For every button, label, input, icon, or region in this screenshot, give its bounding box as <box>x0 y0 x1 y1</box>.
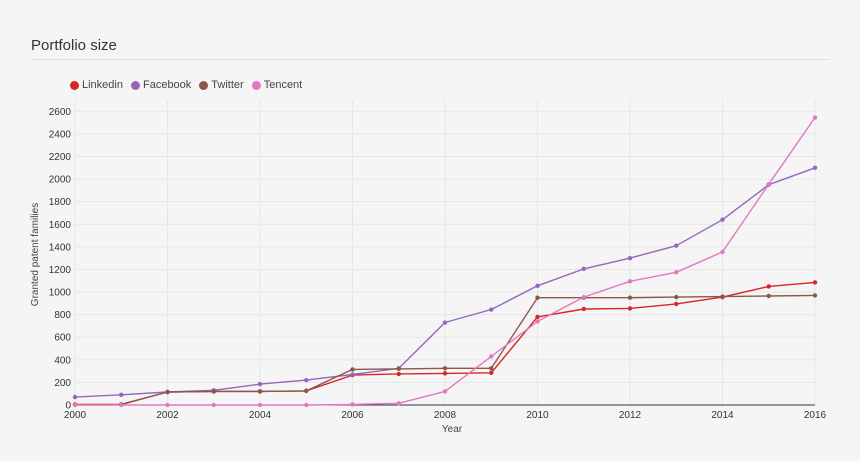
data-point-twitter <box>535 295 540 300</box>
data-point-linkedin <box>442 371 448 376</box>
y-tick-label: 1000 <box>49 288 72 299</box>
data-point-twitter <box>812 293 818 298</box>
legend-label: Linkedin <box>82 79 123 91</box>
gridlines <box>74 100 816 406</box>
legend-item-tencent[interactable]: Tencent <box>251 79 303 91</box>
series-points <box>72 115 818 408</box>
data-point-tencent <box>211 402 216 408</box>
data-point-twitter <box>165 389 170 395</box>
legend-label: Tencent <box>263 79 303 91</box>
y-tick-label: 400 <box>54 355 71 366</box>
data-point-tencent <box>720 249 725 255</box>
legend-item-linkedin[interactable]: Linkedin <box>70 79 123 91</box>
data-point-linkedin <box>812 280 818 285</box>
y-tick-label: 2600 <box>49 107 72 118</box>
data-point-tencent <box>535 319 540 324</box>
y-tick-label: 0 <box>65 401 71 412</box>
data-point-facebook <box>442 320 448 325</box>
x-tick-label: 2016 <box>804 410 827 421</box>
x-tick-label: 2002 <box>156 410 179 421</box>
y-tick-label: 600 <box>54 333 71 344</box>
data-point-facebook <box>257 381 263 387</box>
data-point-facebook <box>535 283 540 289</box>
legend-item-facebook[interactable]: Facebook <box>130 79 192 91</box>
data-point-facebook <box>674 243 679 248</box>
y-tick-label: 1600 <box>49 220 72 231</box>
legend-dot-icon <box>199 80 209 90</box>
data-point-linkedin <box>535 314 540 320</box>
y-tick-label: 800 <box>54 310 71 321</box>
data-point-facebook <box>581 266 586 272</box>
y-axis-title: Granted patent families <box>30 203 41 306</box>
data-point-facebook <box>304 377 309 383</box>
data-point-twitter <box>350 367 355 372</box>
legend-dot-icon <box>251 80 261 90</box>
legend-dot-icon <box>70 80 79 90</box>
data-point-twitter <box>674 294 679 300</box>
x-tick-label: 2000 <box>64 410 87 421</box>
data-point-twitter <box>766 293 771 299</box>
data-point-tencent <box>257 402 263 408</box>
data-point-tencent <box>812 115 818 120</box>
data-point-facebook <box>489 307 494 312</box>
data-point-twitter <box>442 366 448 371</box>
data-point-tencent <box>72 402 78 408</box>
x-tick-label: 2004 <box>249 410 272 421</box>
y-tick-label: 2400 <box>49 129 72 140</box>
y-tick-label: 1400 <box>49 242 72 253</box>
data-point-facebook <box>720 217 725 222</box>
data-point-twitter <box>489 366 494 371</box>
y-tick-label: 200 <box>54 378 71 389</box>
data-point-facebook <box>72 394 78 400</box>
legend-item-twitter[interactable]: Twitter <box>199 79 244 91</box>
data-point-tencent <box>396 401 401 406</box>
y-tick-label: 1800 <box>49 197 72 208</box>
data-point-linkedin <box>581 306 586 312</box>
data-point-linkedin <box>627 306 633 311</box>
legend-label: Facebook <box>142 79 192 91</box>
x-tick-label: 2012 <box>619 410 642 421</box>
x-tick-label: 2014 <box>711 410 734 421</box>
data-point-facebook <box>119 392 124 398</box>
data-point-tencent <box>581 294 586 300</box>
data-point-tencent <box>442 389 448 394</box>
data-point-twitter <box>304 388 309 394</box>
data-point-twitter <box>257 389 263 394</box>
panel-title: Portfolio size <box>31 37 117 54</box>
data-point-tencent <box>489 354 494 359</box>
data-point-tencent <box>304 402 309 408</box>
data-point-linkedin <box>489 370 494 376</box>
data-point-linkedin <box>766 284 771 289</box>
x-tick-label: 2008 <box>434 410 457 421</box>
data-point-facebook <box>812 165 818 170</box>
series-line-twitter <box>121 294 816 406</box>
data-point-tencent <box>766 181 771 187</box>
data-point-tencent <box>674 270 679 275</box>
data-point-twitter <box>396 366 401 372</box>
legend: Linkedin Facebook Twitter Tencent <box>70 79 302 91</box>
data-point-twitter <box>211 389 216 394</box>
x-axis-title: Year <box>442 424 463 435</box>
data-point-tencent <box>165 402 170 408</box>
y-tick-label: 2200 <box>49 152 72 163</box>
data-point-twitter <box>720 294 725 299</box>
y-tick-label: 2000 <box>49 175 72 186</box>
data-point-tencent <box>119 402 124 408</box>
data-point-tencent <box>350 402 355 407</box>
data-point-facebook <box>350 372 355 377</box>
data-point-tencent <box>627 279 633 284</box>
y-tick-label: 1200 <box>49 265 72 276</box>
title-divider <box>31 59 830 60</box>
data-point-linkedin <box>396 371 401 377</box>
legend-dot-icon <box>130 80 140 90</box>
legend-label: Twitter <box>211 79 244 91</box>
x-tick-label: 2006 <box>341 410 364 421</box>
data-point-linkedin <box>674 301 679 307</box>
data-point-facebook <box>627 255 633 261</box>
data-point-twitter <box>627 295 633 300</box>
x-tick-label: 2010 <box>526 410 549 421</box>
